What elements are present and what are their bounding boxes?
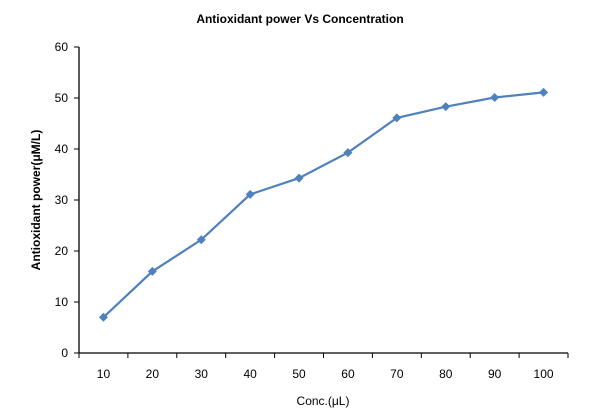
x-tick-label: 20 (146, 367, 160, 381)
data-point-30 (196, 235, 206, 245)
y-tick-label: 20 (55, 244, 69, 258)
y-tick-label: 50 (55, 91, 69, 105)
y-axis-title: Antioxidant power(μM/L) (29, 130, 43, 271)
x-tick-label: 40 (243, 367, 257, 381)
chart-title: Antioxidant power Vs Concentration (196, 12, 404, 26)
x-tick-label: 70 (390, 367, 404, 381)
x-tick-label: 80 (439, 367, 453, 381)
x-tick-label: 90 (488, 367, 502, 381)
x-ticks: 10 20 30 40 50 60 70 80 90 100 (78, 353, 569, 381)
y-tick-label: 30 (55, 193, 69, 207)
x-tick-label: 100 (534, 367, 554, 381)
x-axis-title: Conc.(μL) (297, 394, 350, 408)
data-point-80 (441, 102, 451, 112)
x-tick-label: 50 (292, 367, 306, 381)
data-points (98, 87, 549, 322)
y-tick-label: 10 (55, 295, 69, 309)
y-tick-label: 0 (61, 346, 68, 360)
x-tick-label: 10 (97, 367, 111, 381)
data-point-50 (294, 173, 304, 183)
y-tick-label: 60 (55, 40, 69, 54)
y-tick-label: 40 (55, 142, 69, 156)
data-point-100 (539, 87, 549, 97)
y-ticks: 0 10 20 30 40 50 60 (55, 40, 79, 360)
x-tick-label: 30 (195, 367, 209, 381)
series-line (102, 91, 544, 319)
data-point-90 (490, 92, 500, 102)
data-point-70 (392, 113, 402, 123)
axes (78, 47, 568, 354)
data-point-40 (245, 189, 255, 199)
x-tick-label: 60 (341, 367, 355, 381)
data-point-10 (98, 312, 108, 322)
data-point-20 (147, 266, 157, 276)
data-point-60 (343, 148, 353, 158)
